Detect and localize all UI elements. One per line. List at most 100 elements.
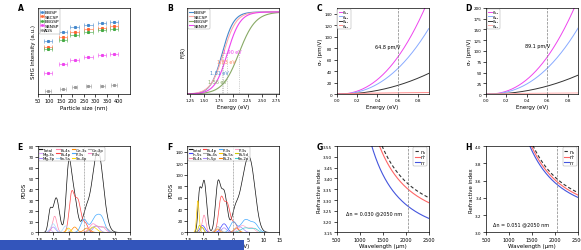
- Sn-4p: [91, 226, 98, 229]
- Total: [105, 216, 112, 220]
- Mg-3p: [127, 231, 134, 234]
- P-3s: [189, 231, 196, 234]
- Text: 89.1 pm/V: 89.1 pm/V: [525, 44, 550, 49]
- Sn-5s: [105, 231, 112, 234]
- Bi-4s: [51, 215, 58, 218]
- nᵇ: [391, 173, 398, 176]
- Line: In-5s: In-5s: [187, 224, 279, 232]
- δ₂₁: [333, 93, 340, 96]
- Total: [276, 231, 283, 234]
- Bi-4s: [240, 231, 247, 234]
- P-3s: [237, 225, 244, 228]
- Sn-5s: [49, 222, 56, 226]
- δ₃₂: [537, 92, 544, 95]
- P-3s: [254, 230, 261, 233]
- P-3s: [95, 213, 102, 216]
- Mg-3s: [106, 231, 113, 234]
- P-3s: [276, 231, 283, 234]
- δ₁₃: [537, 65, 544, 68]
- Legend: Total, In-5s, Bi-4s, Bi-4p, Ba-4s, In-5p, P-3s, Ba-5s, Bi-2s, P-3s, Bi-5d, Sn-2p: Total, In-5s, Bi-4s, Bi-4p, Ba-4s, In-5p…: [188, 147, 250, 161]
- Line: nₐ: nₐ: [486, 0, 578, 193]
- Text: G: G: [316, 142, 322, 151]
- Sn-2p: [254, 228, 261, 231]
- δ₃₂: [560, 92, 567, 95]
- δ₂₁: [388, 86, 395, 89]
- Total: [94, 150, 101, 152]
- Line: Ba-5s: Ba-5s: [187, 201, 279, 232]
- Bi-2s: [189, 231, 196, 234]
- nₐ: [363, 92, 370, 94]
- X-axis label: Particle size (nm): Particle size (nm): [60, 105, 107, 110]
- Sn-4p: [34, 231, 41, 234]
- Legend: BBISP, SBCSP, BBGSP, SBNSP: BBISP, SBCSP, BBGSP, SBNSP: [188, 10, 210, 30]
- nₐ: [370, 119, 376, 122]
- Ba-5s: [237, 231, 244, 234]
- Mg-3p: [34, 231, 41, 234]
- nᵇ: [425, 201, 432, 204]
- SBCSP: [259, 12, 266, 14]
- Bi-4s: [93, 231, 100, 234]
- P-3s: [105, 230, 112, 233]
- Sn-2p: [242, 226, 249, 229]
- Bi-4p: [69, 189, 76, 192]
- P-3s: [105, 228, 112, 232]
- P-3s: [239, 220, 246, 223]
- Line: δ₂₃: δ₂₃: [336, 30, 429, 95]
- Mg-3p: [90, 226, 97, 229]
- Mg-3s: [40, 231, 47, 234]
- Line: Ge-3s: Ge-3s: [38, 227, 130, 232]
- Line: P-3s: P-3s: [187, 220, 279, 232]
- δ₂₁: [537, 87, 544, 90]
- nᶜ: [540, 170, 547, 172]
- In-5p: [184, 231, 191, 234]
- δ₂₁: [537, 87, 544, 90]
- nₐ: [391, 168, 398, 170]
- Line: Sn-4p: Sn-4p: [38, 227, 130, 232]
- Sn-5s: [34, 231, 41, 234]
- δ₂₃: [417, 41, 424, 44]
- Bi-4s: [272, 231, 279, 234]
- Line: δ₂₁: δ₂₁: [336, 74, 429, 95]
- Sn-4p: [114, 231, 121, 234]
- SBNSP: [228, 40, 235, 43]
- Line: BBGSP: BBGSP: [187, 14, 279, 95]
- Legend: nₐ, nᵇ, nᶜ: nₐ, nᵇ, nᶜ: [562, 148, 576, 167]
- BBISP: [276, 11, 283, 14]
- Ba-5s: [189, 231, 196, 234]
- Total: [40, 231, 47, 234]
- P-3s: [243, 218, 250, 221]
- Ge-3s: [127, 231, 134, 234]
- Line: Ge-3p: Ge-3p: [38, 226, 130, 232]
- δ₃₂: [411, 92, 418, 95]
- Mg-3s: [91, 231, 98, 234]
- nᵇ: [575, 194, 581, 197]
- nᵇ: [400, 183, 407, 186]
- δ₂₃: [560, 49, 567, 52]
- nₐ: [519, 116, 526, 119]
- nᵇ: [540, 166, 547, 170]
- P-3s: [242, 226, 249, 229]
- Bi-4p: [263, 231, 270, 234]
- Line: δ₃₂: δ₃₂: [486, 94, 578, 95]
- BBISP: [234, 17, 241, 20]
- Mg-3s: [88, 231, 95, 234]
- Text: F: F: [167, 142, 172, 151]
- Ba-5s: [276, 231, 283, 234]
- nᵇ: [519, 120, 526, 123]
- Bi-5d: [246, 231, 253, 234]
- nᵇ: [363, 99, 370, 102]
- Bi-5d: [196, 224, 203, 227]
- Ge-3p: [93, 224, 100, 228]
- δ₂₃: [411, 49, 418, 52]
- SBNSP: [234, 26, 241, 30]
- Bi-4p: [189, 231, 196, 234]
- nᶜ: [512, 99, 519, 102]
- Bi-5d: [263, 231, 270, 234]
- P-3s: [184, 231, 191, 234]
- In-5p: [236, 225, 243, 228]
- δ₂₃: [483, 93, 490, 96]
- Text: A: A: [17, 4, 23, 14]
- Mg-3s: [34, 231, 41, 234]
- δ₂₁: [575, 74, 581, 77]
- Ge-3s: [93, 231, 100, 234]
